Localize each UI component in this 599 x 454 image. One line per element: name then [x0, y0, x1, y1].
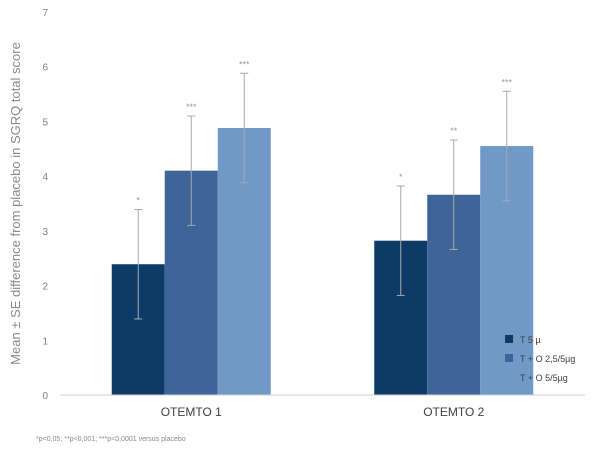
y-tick-label: 6	[42, 63, 48, 74]
legend-label: T + O 2,5/5µg	[520, 354, 575, 364]
significance-label: ***	[186, 102, 197, 112]
y-tick-label: 2	[42, 282, 48, 293]
y-tick-label: 1	[42, 336, 48, 347]
significance-label: *	[136, 196, 140, 206]
y-tick-label: 4	[42, 172, 48, 183]
y-axis-label: Mean ± SE difference from placebo in SGR…	[8, 42, 23, 365]
significance-label: **	[450, 126, 458, 136]
y-tick-label: 7	[42, 8, 48, 19]
footnote: *p<0,05; **p<0,001; ***p<0,0001 versus p…	[36, 436, 186, 443]
error-bars	[134, 72, 511, 320]
significance-labels: *************	[136, 59, 512, 205]
significance-label: ***	[239, 59, 250, 69]
legend-swatch	[505, 354, 513, 362]
x-category-label: OTEMTO 2	[423, 405, 484, 419]
legend: T 5 µ T + O 2,5/5µg T + O 5/5µg	[505, 335, 575, 383]
y-tick-label: 5	[42, 117, 48, 128]
x-category-label: OTEMTO 1	[161, 405, 222, 419]
legend-swatch	[505, 335, 513, 343]
legend-label: T 5 µ	[520, 335, 541, 345]
legend-label: T + O 5/5µg	[520, 373, 568, 383]
legend-swatch	[505, 373, 513, 381]
significance-label: ***	[501, 77, 512, 87]
y-tick-label: 3	[42, 227, 48, 238]
y-tick-label: 0	[42, 391, 48, 402]
significance-label: *	[399, 172, 403, 182]
y-axis-ticks: 0 1 2 3 4 5 6 7	[42, 8, 48, 402]
bars	[111, 127, 534, 395]
x-axis-categories: OTEMTO 1 OTEMTO 2	[161, 405, 485, 419]
